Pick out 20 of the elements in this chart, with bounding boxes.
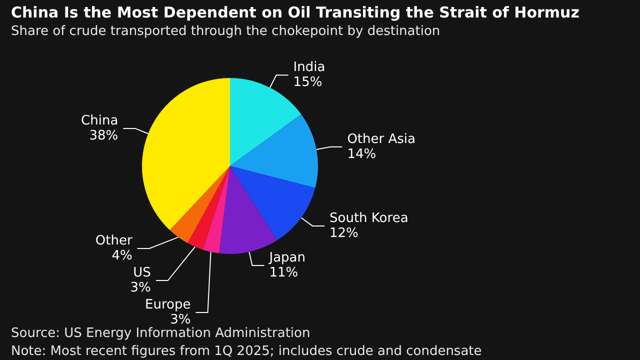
data-label: 3%: [170, 312, 191, 328]
data-label: 12%: [330, 226, 358, 241]
chart-title: China Is the Most Dependent on Oil Transiting the Strait of Hormuz: [11, 4, 580, 22]
slice-label: Other: [95, 234, 133, 249]
data-label: 38%: [89, 128, 118, 144]
slice-label: India: [293, 60, 326, 76]
text: Note: Most recent figures from 1Q 2025; includes crude and condensate: [11, 344, 482, 359]
data-label: 15%: [293, 75, 322, 90]
slice-label: China: [81, 113, 118, 128]
slice-label: US: [133, 266, 151, 281]
slice-label: Europe: [145, 298, 191, 313]
source-note: Source: US Energy Information Administration: [11, 326, 310, 341]
data-label: 4%: [112, 248, 132, 264]
data-label: 11%: [269, 266, 298, 281]
data-label: 14%: [347, 146, 376, 162]
slice-label: South Korea: [330, 210, 408, 226]
chart-subtitle: Share of crude transported through the chokepoint by destination: [11, 24, 440, 39]
slice-label: Other Asia: [347, 132, 416, 147]
slice-label: Japan: [268, 250, 306, 266]
data-label: 3%: [130, 280, 151, 296]
